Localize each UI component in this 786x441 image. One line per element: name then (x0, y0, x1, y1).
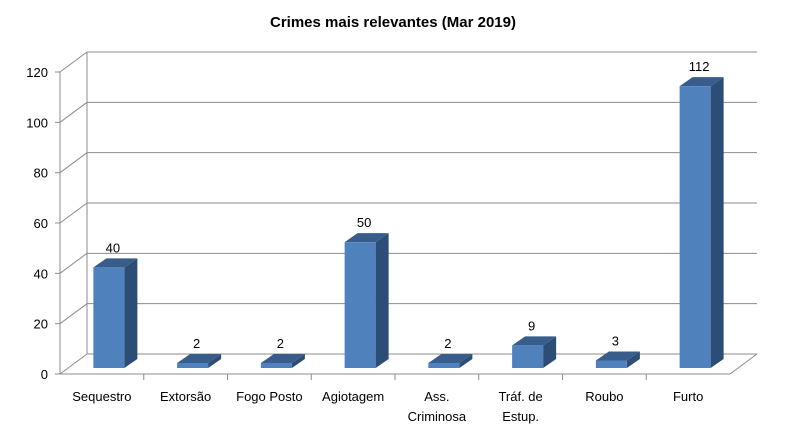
y-tick-label: 40 (34, 266, 48, 281)
y-tick-label: 80 (34, 166, 48, 181)
data-label: 2 (193, 336, 200, 351)
bar-top (344, 233, 389, 243)
data-label: 2 (444, 336, 451, 351)
bar-side (543, 336, 557, 368)
data-label: 3 (612, 333, 619, 348)
chart-title: Crimes mais relevantes (Mar 2019) (270, 14, 516, 31)
y-tick-label: 20 (34, 317, 48, 332)
y-tick-label: 60 (34, 216, 48, 231)
data-label: 50 (357, 215, 371, 230)
x-tick-label: Furto (673, 389, 703, 404)
x-tick-label: Ass. Criminosa (408, 389, 467, 424)
bar-top (260, 353, 305, 363)
grid-diagonal-120 (59, 51, 88, 73)
grid-diagonal-20 (59, 303, 88, 325)
x-tick-label: Fogo Posto (236, 389, 303, 404)
bar (679, 86, 711, 368)
grid-diagonal-80 (59, 152, 88, 174)
y-tick-label: 100 (26, 115, 48, 130)
data-label: 112 (689, 59, 710, 74)
bar-top (679, 77, 724, 87)
bar-side (459, 353, 473, 368)
bar (177, 362, 209, 368)
bar (512, 345, 544, 368)
bar (93, 267, 125, 368)
data-label: 9 (528, 318, 535, 333)
bar-side (208, 353, 222, 368)
y-tick-label: 0 (41, 367, 48, 382)
grid-diagonal-60 (59, 202, 88, 224)
x-tick-label: Tráf. de Estup. (498, 389, 542, 424)
x-tick-label: Sequestro (72, 389, 131, 404)
bar-top (428, 353, 473, 363)
bar-side (375, 233, 389, 368)
grid-diagonal-0 (59, 353, 88, 375)
bar (344, 242, 376, 368)
bar (260, 362, 292, 368)
bar-top (595, 351, 640, 361)
bar-top (177, 353, 222, 363)
bar (428, 362, 460, 368)
bar-side (291, 353, 305, 368)
bar (595, 360, 627, 368)
x-tick-label: Roubo (585, 389, 623, 404)
data-label: 2 (277, 336, 284, 351)
x-tick-label: Agiotagem (322, 389, 384, 404)
grid-diagonal-40 (59, 252, 88, 274)
data-label: 40 (106, 240, 120, 255)
bar-top (93, 258, 138, 268)
bar-side (710, 77, 724, 368)
grid-diagonal-100 (59, 101, 88, 123)
bar-side (626, 351, 640, 368)
floor-right-edge (729, 353, 758, 375)
bar-side (124, 258, 138, 368)
bar-top (512, 336, 557, 346)
x-tick-label: Extorsão (160, 389, 211, 404)
y-tick-label: 120 (26, 65, 48, 80)
